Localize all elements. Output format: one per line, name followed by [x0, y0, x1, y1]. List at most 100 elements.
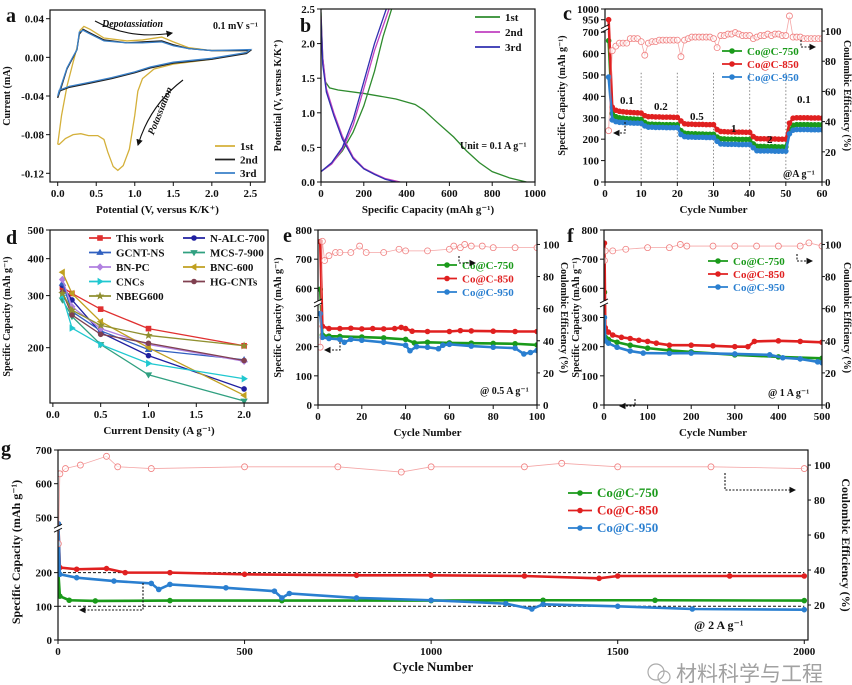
data-point — [98, 340, 105, 349]
plot-frame — [604, 8, 823, 183]
y-axis-title: Current (mA) — [2, 66, 13, 126]
right-axis-arrow — [458, 256, 477, 267]
data-point — [637, 38, 645, 46]
annotation: 1 — [731, 123, 737, 135]
data-point — [395, 245, 403, 253]
data-point — [428, 597, 434, 604]
data-point — [446, 341, 453, 348]
y2-tick-label: 80 — [825, 272, 837, 284]
data-point — [521, 351, 527, 357]
data-point — [279, 595, 285, 601]
x-tick-label: 1500 — [607, 646, 630, 658]
y-tick-label: 300 — [296, 313, 313, 325]
series-line — [57, 28, 253, 99]
y2-tick-label: 100 — [814, 460, 831, 472]
legend-item: 3rd — [215, 168, 257, 180]
series-co-c-750 — [604, 289, 822, 362]
legend-marker — [97, 235, 103, 241]
data-point — [623, 39, 631, 47]
y2-tick-label: 20 — [825, 147, 837, 159]
legend-item: Co@C-950 — [722, 72, 799, 84]
legend-item: Co@C-750 — [437, 260, 514, 272]
panel-label: g — [1, 438, 11, 460]
data-point — [145, 352, 152, 359]
data-point — [674, 114, 681, 121]
legend-item: This work — [89, 233, 165, 245]
data-point — [58, 470, 64, 478]
series-line — [58, 572, 805, 603]
y-tick-label: 200 — [296, 342, 313, 354]
y2-tick-label: 40 — [543, 336, 555, 348]
data-point — [618, 334, 625, 341]
data-point — [428, 572, 434, 579]
legend-marker — [191, 278, 197, 285]
legend-marker — [95, 291, 105, 300]
data-point — [318, 310, 323, 317]
annotation: @ 0.5 A g⁻¹ — [480, 386, 529, 397]
data-point — [76, 461, 84, 469]
data-point — [362, 249, 370, 256]
y-tick-label: 0 — [594, 177, 600, 189]
data-point — [424, 247, 431, 255]
data-point — [805, 239, 813, 247]
data-point — [627, 335, 633, 342]
annotation: @ 2 A g⁻¹ — [694, 618, 744, 632]
y2-tick-label: 0 — [543, 400, 549, 412]
wechat-icon — [647, 663, 665, 681]
data-point — [604, 247, 609, 255]
legend-marker — [190, 250, 198, 257]
series-line — [61, 295, 245, 380]
data-point — [114, 463, 122, 471]
x-tick-label: 0 — [55, 646, 61, 658]
legend-label: Co@C-950 — [747, 72, 799, 84]
x-tick-label: 0.0 — [46, 409, 60, 421]
y-tick-label: 2.0 — [301, 39, 315, 51]
data-point — [753, 242, 760, 250]
legend-label: Co@C-750 — [597, 485, 658, 500]
x-tick-label: 1.5 — [189, 409, 203, 421]
axis-break-mark — [313, 298, 323, 304]
y-tick-label: 300 — [583, 113, 600, 125]
legend-label: CNCs — [116, 277, 145, 289]
left-axis-arrow — [78, 583, 144, 614]
data-point — [512, 328, 518, 335]
series-2nd-charge — [321, 9, 390, 173]
data-point — [353, 595, 360, 601]
data-point — [627, 342, 633, 349]
data-point — [402, 247, 410, 255]
series-line — [604, 243, 822, 348]
plot-frame — [320, 8, 536, 183]
y-tick-label: 1.5 — [301, 73, 315, 85]
data-point — [356, 242, 364, 250]
data-point — [348, 325, 354, 332]
data-point — [424, 344, 431, 351]
y2-tick-label: 0 — [825, 177, 831, 189]
data-point — [424, 339, 431, 346]
data-point — [413, 343, 420, 350]
axis-break-mark — [313, 302, 323, 308]
data-point — [66, 597, 72, 604]
data-point — [797, 356, 803, 362]
series-co-c-850 — [605, 16, 822, 142]
data-point — [326, 335, 332, 342]
data-point — [380, 326, 387, 332]
y-tick-label: 100 — [582, 371, 599, 383]
data-point — [167, 597, 173, 604]
plot-area — [605, 12, 822, 182]
x-axis-title: Cycle Number — [679, 427, 747, 439]
y-tick-label: 200 — [36, 568, 53, 580]
x-tick-label: 40 — [400, 411, 412, 423]
legend-marker — [577, 525, 583, 531]
y2-tick-label: 60 — [543, 304, 555, 316]
y-tick-label: -0.12 — [21, 168, 44, 180]
data-point — [688, 350, 694, 356]
data-point — [511, 244, 519, 252]
x-tick-label: 30 — [708, 188, 720, 200]
data-point — [713, 44, 721, 52]
data-point — [402, 342, 409, 349]
depotassiation-arrow — [94, 20, 174, 38]
data-point — [409, 328, 415, 335]
data-point — [502, 600, 509, 607]
series-coulombic-efficiency — [318, 237, 537, 351]
legend-label: Co@C-850 — [747, 59, 799, 71]
